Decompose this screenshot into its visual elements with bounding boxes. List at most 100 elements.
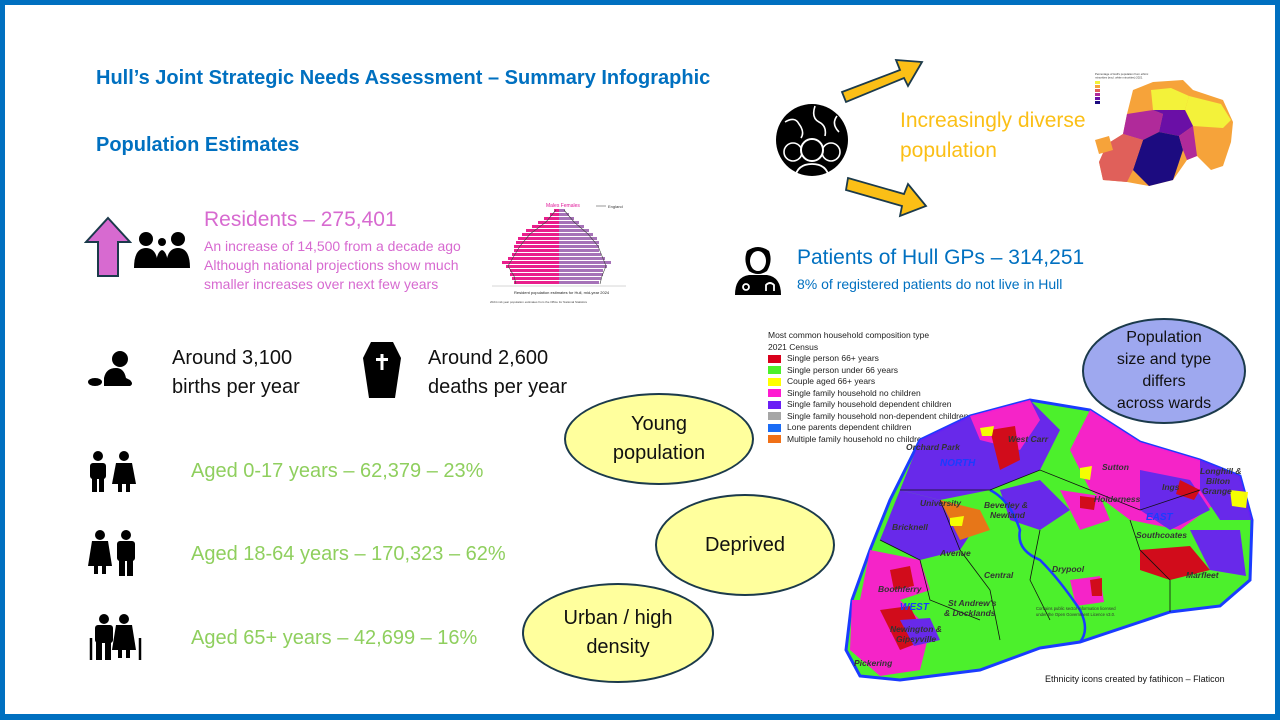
svg-text:University: University [920, 498, 962, 508]
svg-text:Males Females: Males Females [546, 203, 580, 209]
legend-label: Single family household no children [787, 387, 921, 398]
residents-line-1: An increase of 14,500 from a decade ago [204, 238, 461, 254]
bubble-line: density [586, 636, 650, 658]
gp-patients-subtext: 8% of registered patients do not live in… [797, 276, 1063, 292]
legend-subtitle: 2021 Census [768, 341, 819, 352]
svg-text:NORTH: NORTH [940, 458, 976, 469]
adults-icon [88, 530, 135, 576]
age-group-18-64: Aged 18-64 years – 170,323 – 62% [191, 543, 506, 565]
bubble-line: Deprived [704, 533, 786, 556]
births-text: Around 3,100 births per year [172, 344, 300, 402]
legend-title: Most common household composition type [768, 330, 930, 340]
svg-text:Gipsyville: Gipsyville [896, 634, 936, 644]
svg-text:Avenue: Avenue [939, 548, 971, 558]
deprived-bubble: Deprived [655, 494, 835, 596]
legend-item: Single family household no children [768, 388, 993, 400]
legend-swatch [768, 400, 781, 409]
household-composition-map: Orchard Park NORTH West Carr Sutton Long… [844, 398, 1254, 682]
legend-item: Multiple family household no children (m… [768, 434, 993, 446]
svg-text:Ings: Ings [1162, 482, 1180, 492]
svg-text:Beverley &: Beverley & [984, 500, 1028, 510]
legend-swatch [768, 354, 781, 363]
svg-text:Longhill &: Longhill & [1200, 466, 1242, 476]
legend-item: Single family household non-dependent ch… [768, 411, 993, 423]
residents-line-3: smaller increases over next few years [204, 276, 439, 292]
legend-item: Single person 66+ years [768, 353, 993, 365]
svg-text:EAST: EAST [1146, 512, 1174, 523]
diversity-line-2: population [900, 139, 997, 162]
legend-label: Single person under 66 years [787, 364, 899, 375]
residents-line-2: Although national projections show much [204, 257, 459, 273]
svg-text:Grange: Grange [1202, 486, 1232, 496]
elderly-icon [89, 614, 142, 660]
arrow-down-right-icon [844, 176, 928, 218]
svg-text:Newington &: Newington & [890, 624, 942, 634]
svg-text:Percentage of Hull's populatio: Percentage of Hull's population from eth… [1095, 72, 1149, 76]
people-group-icon [134, 232, 190, 268]
svg-text:Resident population estimates: Resident population estimates for Hull, … [514, 290, 610, 295]
svg-text:Contains public sector informa: Contains public sector information licen… [1036, 606, 1116, 611]
svg-text:Drypool: Drypool [1052, 564, 1085, 574]
urban-density-bubble: Urban / high density [522, 583, 714, 683]
legend-swatch [768, 435, 781, 444]
deaths-line-1: Around 2,600 [428, 347, 549, 369]
svg-text:Central: Central [984, 570, 1014, 580]
diversity-text: Increasingly diverse population [900, 106, 1086, 166]
ethnicity-map: Percentage of Hull's population from eth… [1095, 72, 1233, 186]
legend-item: Single person under 66 years [768, 365, 993, 377]
wards-note-line: size and type [1116, 351, 1212, 368]
residents-headline: Residents – 275,401 [204, 208, 397, 231]
legend-item: Couple aged 66+ years [768, 376, 993, 388]
svg-text:WEST: WEST [900, 602, 930, 613]
legend-item: Single family household dependent childr… [768, 399, 993, 411]
age-group-0-17: Aged 0-17 years – 62,379 – 23% [191, 460, 484, 482]
doctor-icon [735, 247, 781, 295]
legend-swatch [768, 412, 781, 421]
baby-icon [88, 351, 132, 386]
legend-swatch [768, 389, 781, 398]
svg-text:Bilton: Bilton [1206, 476, 1230, 486]
wards-note-line: Population [1126, 329, 1202, 346]
legend-label: Single family household non-dependent ch… [787, 410, 969, 421]
svg-text:Southcoates: Southcoates [1136, 530, 1187, 540]
legend-label: Single family household dependent childr… [787, 399, 952, 409]
diverse-people-globe-icon [776, 104, 848, 179]
svg-text:& Docklands: & Docklands [944, 608, 996, 618]
svg-text:2024 mid-year population estim: 2024 mid-year population estimates from … [490, 300, 587, 304]
births-line-2: births per year [172, 376, 300, 398]
household-legend: Most common household composition type 2… [768, 330, 993, 445]
bubble-line: Young [631, 413, 687, 435]
svg-text:minorities (excl. white minori: minorities (excl. white minorities) 2021 [1095, 76, 1143, 80]
legend-label: Couple aged 66+ years [787, 376, 876, 386]
svg-text:Bricknell: Bricknell [892, 522, 929, 532]
svg-text:Boothferry: Boothferry [878, 584, 923, 594]
page-title: Hull’s Joint Strategic Needs Assessment … [96, 67, 711, 89]
svg-text:St Andrew's: St Andrew's [948, 598, 997, 608]
svg-text:under the Open Government Lice: under the Open Government Licence v3.0. [1036, 612, 1115, 617]
wards-note-line: across wards [1116, 395, 1212, 412]
wards-note-bubble: Population size and type differs across … [1082, 318, 1246, 424]
population-pyramid-chart: Males Females England Resident populatio… [484, 200, 634, 308]
svg-text:Holderness: Holderness [1094, 494, 1141, 504]
up-arrow-icon [84, 216, 132, 277]
children-icon [90, 451, 136, 492]
diversity-line-1: Increasingly diverse [900, 109, 1086, 132]
wards-note-line: differs [1142, 373, 1186, 390]
legend-swatch [768, 423, 781, 432]
icon-credit: Ethnicity icons created by fatihicon – F… [1045, 674, 1225, 684]
young-population-bubble: Young population [564, 393, 754, 485]
svg-text:Marfleet: Marfleet [1186, 570, 1220, 580]
arrow-up-right-icon [840, 58, 924, 104]
deaths-line-2: deaths per year [428, 376, 567, 398]
legend-label: Lone parents dependent children [787, 422, 912, 432]
svg-text:Sutton: Sutton [1102, 462, 1129, 472]
svg-text:West Carr: West Carr [1008, 434, 1049, 444]
legend-label: Single person 66+ years [787, 353, 879, 363]
age-group-65-plus: Aged 65+ years – 42,699 – 16% [191, 627, 478, 649]
coffin-icon [363, 342, 401, 398]
svg-text:England: England [608, 204, 623, 209]
bubble-line: Urban / high [563, 607, 673, 629]
gp-patients-headline: Patients of Hull GPs – 314,251 [797, 246, 1085, 269]
legend-item: Lone parents dependent children [768, 422, 993, 434]
